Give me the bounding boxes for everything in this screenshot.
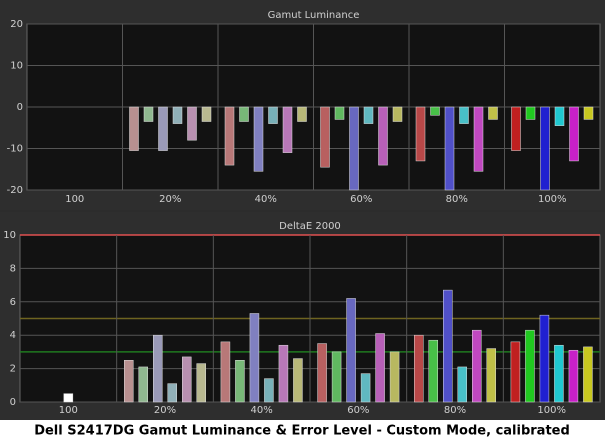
x-tick-label: 100% [538,194,567,205]
bar [158,106,168,151]
bar [378,106,388,166]
bar [414,334,424,403]
y-tick-label: 4 [10,330,16,341]
caption: Dell S2417DG Gamut Luminance & Error Lev… [34,424,570,439]
x-tick-label: 100 [59,405,78,416]
x-tick-label: 60% [350,194,372,205]
bar [444,106,455,191]
x-tick-label: 100 [65,194,84,205]
bar [249,313,260,403]
bar [486,348,496,403]
bar [360,373,371,403]
y-tick-label: 0 [10,397,16,408]
bar [167,383,177,403]
y-tick-label: 6 [10,297,16,308]
bar [239,106,249,122]
bar [389,351,400,403]
bar [201,106,212,122]
bar [153,334,163,403]
bar [320,106,330,168]
bar [187,106,197,141]
chart-title: Gamut Luminance [268,10,360,21]
bar [253,106,264,172]
bar [293,358,303,403]
bar [554,344,564,403]
bar [334,106,345,120]
y-tick-label: 10 [10,61,23,72]
bar [415,106,426,162]
x-tick-label: 40% [251,405,273,416]
bar [349,106,359,191]
bar [459,106,469,124]
bar [472,329,482,403]
x-tick-label: 60% [347,405,369,416]
bar [511,106,521,151]
bar [554,106,565,126]
caption-bg [0,420,605,441]
bar [297,106,307,122]
x-tick-label: 20% [159,194,181,205]
bar [583,106,594,120]
bar [129,106,139,151]
bar [317,343,327,403]
y-tick-label: 20 [10,19,23,30]
bar [525,329,535,403]
y-tick-label: -10 [7,144,23,155]
bar [363,106,374,124]
bar [392,106,403,122]
bar [430,106,440,116]
x-tick-label: 80% [444,405,466,416]
bar [525,106,536,120]
y-tick-label: 10 [3,230,16,241]
bar [278,344,289,403]
bar [540,106,550,191]
bar [182,356,192,403]
bar [264,378,274,403]
bar [331,351,342,403]
bar [220,341,231,403]
bar [457,366,467,403]
bar [143,106,154,122]
bar [375,333,385,403]
bar [172,106,183,124]
bar [224,106,235,166]
bar [488,106,498,120]
bar [583,346,593,403]
y-tick-label: 2 [10,364,16,375]
bar [473,106,484,172]
bar [138,366,148,403]
bar [510,341,521,403]
bar [428,339,438,403]
x-tick-label: 20% [154,405,176,416]
bar [196,363,206,403]
y-tick-label: 8 [10,263,16,274]
bar [568,349,579,403]
x-tick-label: 40% [255,194,277,205]
bar [124,360,134,403]
x-tick-label: 100% [537,405,566,416]
bar [282,106,293,153]
bar [268,106,278,124]
x-tick-label: 80% [446,194,468,205]
bar [539,314,550,403]
y-tick-label: 0 [17,102,23,113]
bar [443,289,453,403]
y-tick-label: -20 [7,185,23,196]
chart-title: DeltaE 2000 [279,221,341,232]
bar [346,298,356,403]
bar [569,106,579,162]
bar [235,360,245,403]
bar [63,393,74,403]
